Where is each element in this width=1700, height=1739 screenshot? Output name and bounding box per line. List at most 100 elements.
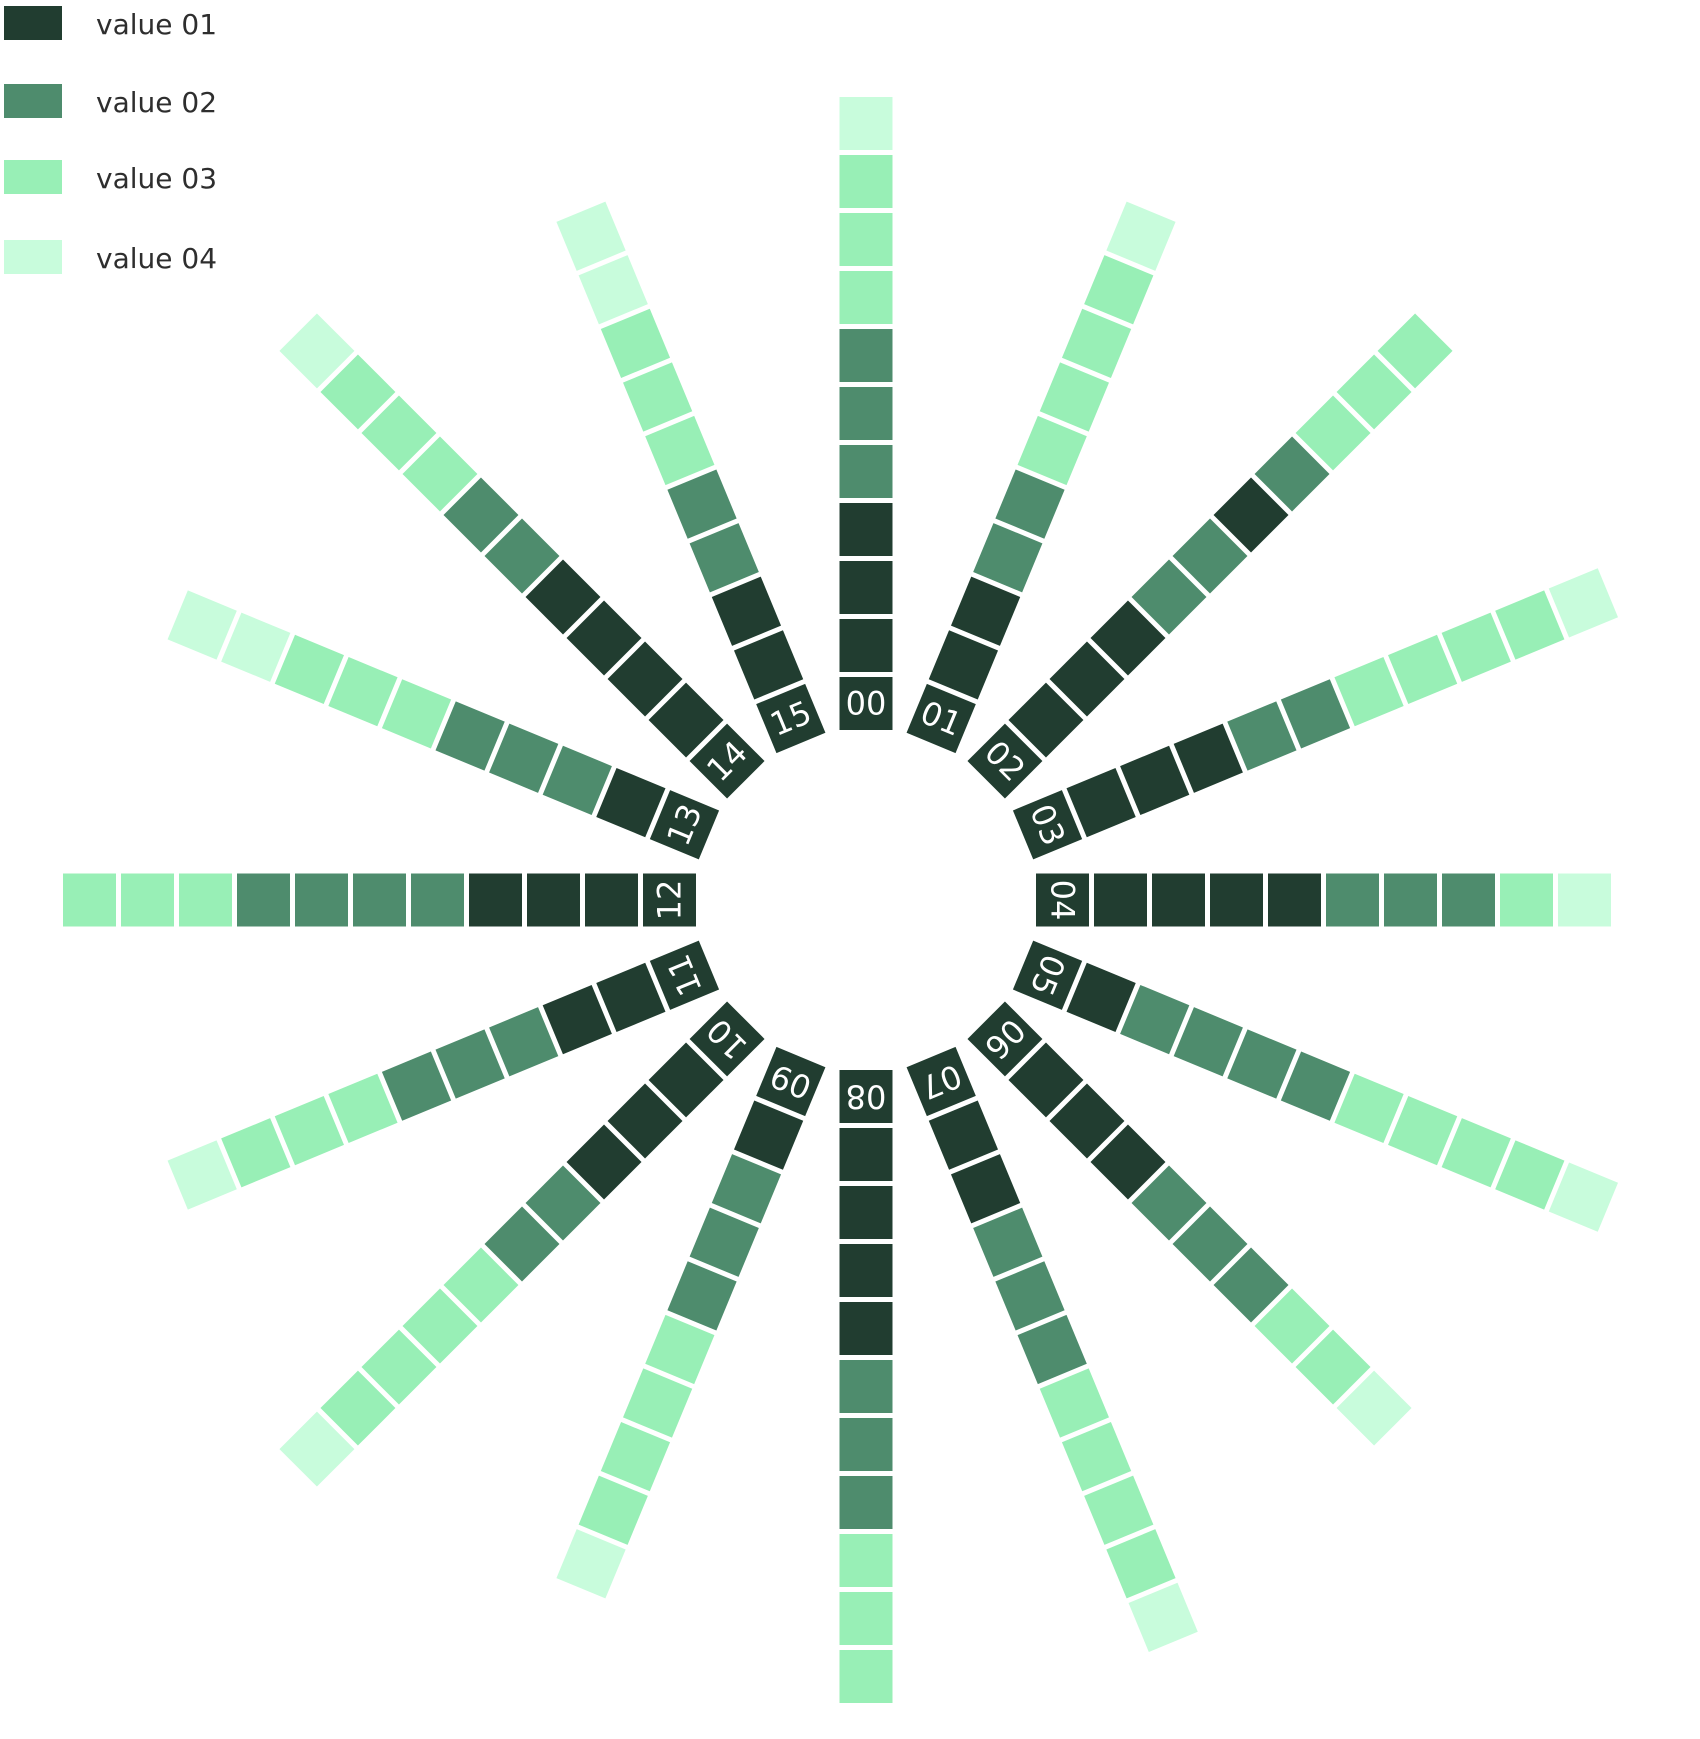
bar-label: 14 — [699, 733, 755, 789]
bar-segment — [585, 873, 638, 927]
bar-06: 06 — [967, 1001, 1412, 1446]
bar-segment — [600, 308, 671, 378]
bar-segment — [1441, 1118, 1511, 1188]
bar-09: 09 — [556, 1046, 826, 1599]
bar-segment — [1384, 873, 1437, 927]
bar-segment — [1172, 1206, 1248, 1282]
bar-segment — [596, 962, 666, 1033]
bar-segment — [484, 1206, 560, 1282]
bar-00: 00 — [839, 97, 893, 730]
bar-label-cell — [756, 1046, 826, 1117]
bar-segment — [689, 523, 759, 593]
bar-segment — [1441, 612, 1511, 682]
bar-label: 06 — [977, 1011, 1033, 1067]
bar-segment — [1017, 1314, 1087, 1385]
bar-10: 10 — [279, 1001, 765, 1487]
legend-item: value 03 — [0, 160, 260, 200]
bar-segment — [1280, 679, 1351, 749]
bar-segment — [361, 395, 437, 471]
legend-label: value 04 — [96, 242, 218, 275]
bar-segment — [839, 1360, 893, 1413]
bar-segment — [1210, 873, 1263, 927]
bar-segment — [237, 873, 290, 927]
bar-segment — [1558, 873, 1611, 927]
bar-11: 11 — [167, 940, 720, 1210]
bar-segment — [733, 630, 804, 700]
bar-segment — [995, 469, 1065, 539]
bar-segment — [179, 873, 232, 927]
bar-segment — [839, 1244, 893, 1297]
bar-segment — [1061, 308, 1132, 378]
bar-segment — [1061, 1422, 1132, 1492]
bar-segment — [689, 1207, 759, 1277]
legend-label: value 03 — [96, 162, 218, 195]
bar-label: 08 — [846, 1078, 887, 1116]
bar-segment — [578, 1475, 648, 1545]
bar-segment — [1280, 1051, 1351, 1121]
bar-segment — [950, 576, 1021, 646]
bar-segment — [1106, 1529, 1176, 1599]
bar-segment — [435, 1029, 505, 1099]
bar-segment — [839, 213, 893, 266]
bar-segment — [839, 1302, 893, 1355]
bar-13: 13 — [167, 590, 720, 860]
bar-segment — [1039, 362, 1109, 432]
bar-segment — [950, 1154, 1021, 1224]
bar-segment — [973, 1207, 1043, 1277]
bar-segment — [353, 873, 406, 927]
bar-segment — [578, 255, 648, 325]
bar-segment — [1500, 873, 1553, 927]
legend-label: value 01 — [96, 8, 218, 41]
bar-segment — [839, 271, 893, 324]
legend-item: value 01 — [0, 6, 260, 46]
bar-label-cell — [1012, 940, 1083, 1010]
bar-label: 04 — [1044, 880, 1082, 921]
bar-label-cell — [643, 873, 696, 927]
bar-segment — [1548, 568, 1619, 638]
bar-segment — [1106, 201, 1176, 271]
bar-segment — [839, 1128, 893, 1181]
bar-segment — [556, 1529, 626, 1599]
bar-segment — [623, 1368, 693, 1438]
bar-segment — [1213, 1247, 1289, 1323]
bar-segment — [527, 873, 580, 927]
bar-02: 02 — [967, 313, 1453, 799]
bar-segment — [1213, 477, 1289, 553]
bar-segment — [1548, 1162, 1619, 1232]
bar-segment — [1227, 1029, 1297, 1099]
bar-segment — [402, 436, 478, 512]
bar-segment — [711, 1154, 782, 1224]
bar-segment — [1268, 873, 1321, 927]
bar-segment — [167, 590, 237, 660]
bar-segment — [1388, 1095, 1458, 1166]
bar-label-cell — [906, 683, 976, 754]
bar-segment — [1017, 415, 1087, 486]
bar-segment — [443, 477, 519, 553]
bar-segment — [542, 745, 612, 816]
bar-01: 01 — [906, 201, 1176, 754]
bar-segment — [435, 701, 505, 771]
bar-segment — [1066, 767, 1136, 838]
bar-segment — [645, 1314, 715, 1385]
bar-segment — [1227, 701, 1297, 771]
bar-segment — [121, 873, 174, 927]
bar-05: 05 — [1012, 940, 1619, 1232]
bar-label-cell — [839, 677, 893, 730]
bar-segment — [645, 415, 715, 486]
bar-segment — [839, 619, 893, 672]
bar-segment — [1326, 873, 1379, 927]
bar-label: 00 — [846, 685, 887, 723]
bar-segment — [1173, 723, 1243, 793]
bar-segment — [667, 469, 737, 539]
bar-segment — [1066, 962, 1136, 1033]
bar-segment — [839, 503, 893, 556]
bar-segment — [667, 1261, 737, 1331]
bar-08: 08 — [839, 1070, 893, 1703]
bar-12: 12 — [63, 873, 696, 927]
bar-segment — [320, 354, 396, 430]
bar-segment — [167, 1140, 237, 1210]
bar-segment — [556, 201, 626, 271]
legend-swatch — [4, 84, 62, 118]
bar-03: 03 — [1012, 568, 1619, 860]
legend-swatch — [4, 240, 62, 274]
